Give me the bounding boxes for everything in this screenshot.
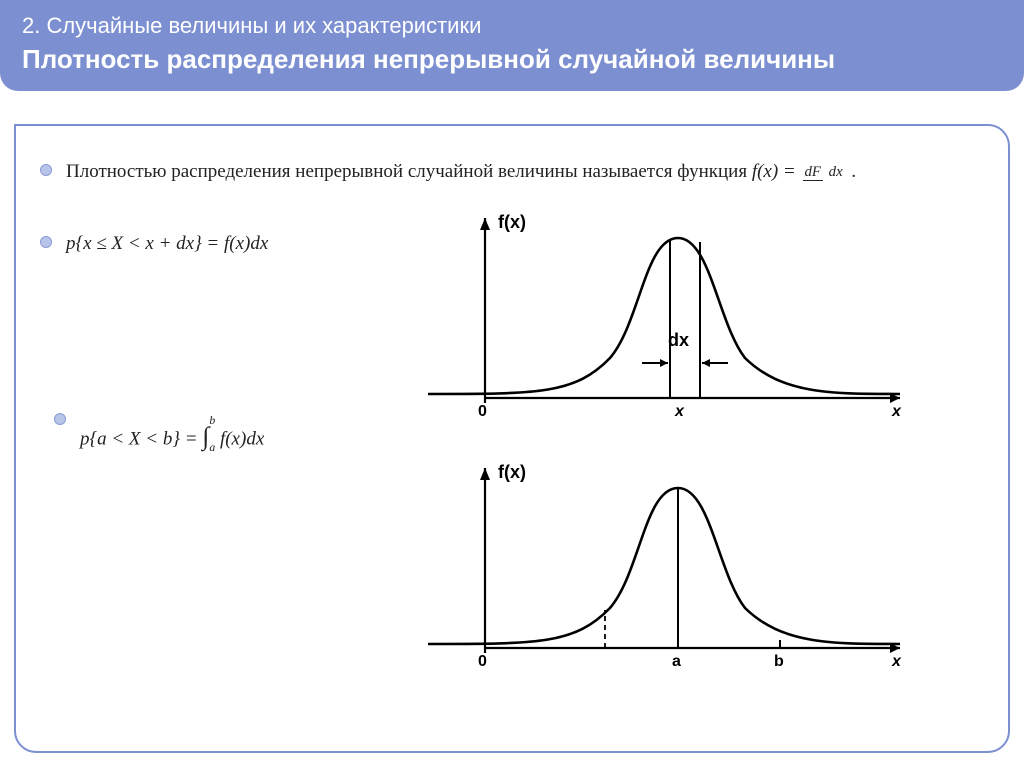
bullet-icon	[40, 164, 52, 176]
int-hi: b	[209, 407, 215, 434]
fig1-xend: x	[892, 403, 901, 421]
bullet-1-suffix: .	[851, 161, 856, 182]
content-area: Плотностью распределения непрерывной слу…	[40, 158, 984, 737]
fig2-xend: x	[892, 653, 901, 671]
bullet-3-integrand: f(x)dx	[220, 429, 264, 450]
figure-density-dx: f(x) 0 x x dx	[410, 208, 920, 438]
frac-num: dF	[803, 164, 823, 181]
bullet-1-text: Плотностью распределения непрерывной слу…	[66, 158, 856, 186]
bullet-1-frac: dF dx	[803, 165, 845, 180]
figure-density-ab: f(x) 0 a b x	[410, 458, 920, 688]
frac-den: dx	[827, 164, 845, 180]
bullet-3-lhs: p{a < X < b} =	[80, 429, 202, 450]
bullet-icon	[40, 236, 52, 248]
fig1-dx: dx	[668, 330, 689, 351]
bullet-3-text: p{a < X < b} = ∫ba f(x)dx	[80, 407, 264, 461]
fig2-b: b	[774, 653, 784, 671]
fig1-ylabel: f(x)	[498, 212, 526, 233]
bullet-1-prefix: Плотностью распределения непрерывной слу…	[66, 161, 752, 182]
fig1-xtick: x	[675, 403, 684, 421]
bullet-1: Плотностью распределения непрерывной слу…	[40, 158, 984, 186]
header-pretitle: 2. Случайные величины и их характеристик…	[22, 12, 1002, 41]
fig2-origin: 0	[478, 653, 487, 671]
fig2-ylabel: f(x)	[498, 462, 526, 483]
slide-header: 2. Случайные величины и их характеристик…	[0, 0, 1024, 91]
int-lo: a	[209, 434, 215, 461]
bullet-2-text: p{x ≤ X < x + dx} = f(x)dx	[66, 230, 268, 258]
bullet-1-math: f(x) = dF dx	[752, 161, 852, 182]
fig2-a: a	[672, 653, 681, 671]
header-title: Плотность распределения непрерывной случ…	[22, 43, 1002, 76]
bullet-1-lhs: f(x) =	[752, 161, 796, 182]
fig1-origin: 0	[478, 403, 487, 421]
bullet-icon	[54, 413, 66, 425]
